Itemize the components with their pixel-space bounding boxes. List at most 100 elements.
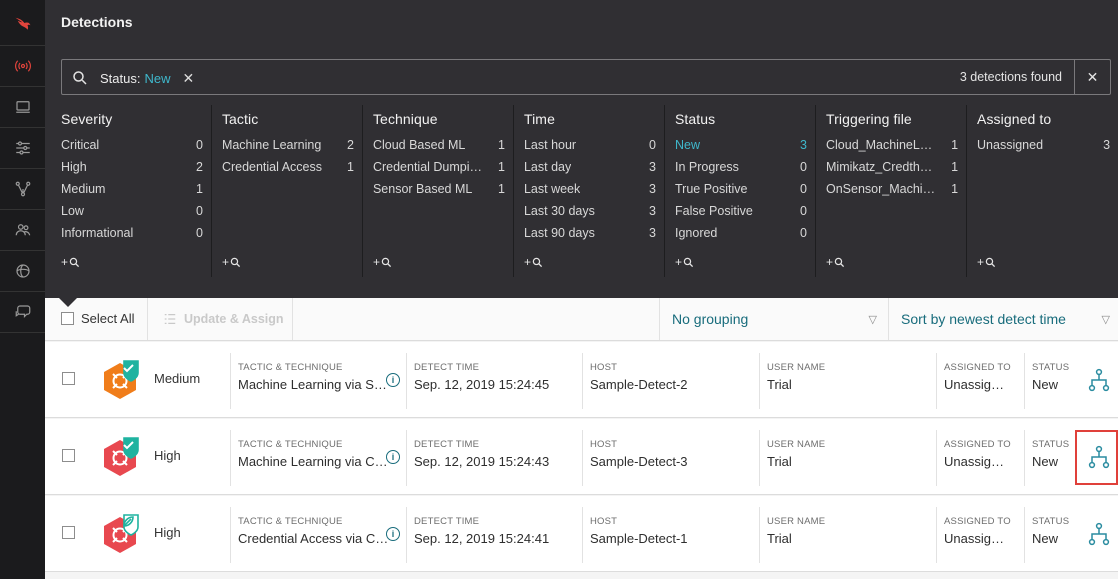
activity-nav-item[interactable] — [0, 46, 45, 87]
falcon-logo-icon — [15, 17, 30, 30]
facet-title: Technique — [372, 111, 438, 127]
facet-option[interactable]: Last hour 0 — [524, 138, 656, 160]
status-cell: STATUS New — [1024, 507, 1076, 563]
detect-time-cell: DETECT TIME Sep. 12, 2019 15:24:41 — [406, 507, 582, 563]
facet-option[interactable]: High 2 — [61, 160, 203, 182]
remove-filter-icon[interactable]: ✕ — [182, 70, 195, 86]
facet-option[interactable]: In Progress 0 — [675, 160, 807, 182]
facet-option[interactable]: Unassigned 3 — [977, 138, 1110, 160]
support-nav-item[interactable] — [0, 292, 45, 333]
add-facet-search-button[interactable]: + — [373, 255, 392, 269]
facet-title: Triggering file — [826, 111, 912, 127]
detection-row[interactable]: High TACTIC & TECHNIQUE Machine Learning… — [45, 419, 1118, 495]
process-tree-icon[interactable] — [1087, 522, 1111, 546]
detection-row[interactable]: Medium TACTIC & TECHNIQUE Machine Learni… — [45, 342, 1118, 418]
falcon-logo[interactable] — [0, 0, 45, 46]
facet-option[interactable]: Cloud Based ML 1 — [373, 138, 505, 160]
detections-filter-panel: Detections Status: New ✕ 3 detections fo… — [45, 0, 1118, 298]
column-label: ASSIGNED TO — [944, 439, 1011, 450]
users-nav-item[interactable] — [0, 210, 45, 251]
facet-option[interactable]: Medium 1 — [61, 182, 203, 204]
grouping-select[interactable]: No grouping ▽ — [659, 298, 889, 340]
facet-option[interactable]: True Positive 0 — [675, 182, 807, 204]
facet-option-label: Last 90 days — [523, 226, 595, 240]
user-value: Trial — [767, 531, 792, 546]
facet-option[interactable]: Last 30 days 3 — [524, 204, 656, 226]
facet-option-label: Machine Learning — [221, 138, 322, 152]
search-icon — [532, 257, 543, 267]
add-facet-search-button[interactable]: + — [61, 255, 80, 269]
search-bar[interactable]: Status: New ✕ 3 detections found ✕ — [61, 59, 1111, 95]
facet-option-count: 2 — [195, 160, 203, 174]
column-label: HOST — [590, 362, 618, 373]
update-assign-button[interactable]: Update & Assign — [163, 312, 284, 326]
facet-title: Time — [523, 111, 555, 127]
severity-badge — [102, 434, 142, 480]
add-facet-search-button[interactable]: + — [977, 255, 996, 269]
add-facet-search-button[interactable]: + — [222, 255, 241, 269]
facet-option[interactable]: False Positive 0 — [675, 204, 807, 226]
clear-search-button[interactable]: ✕ — [1074, 60, 1110, 94]
facet-option[interactable]: New 3 — [675, 138, 807, 160]
facet-option-label: Credential Access — [221, 160, 322, 174]
row-checkbox[interactable] — [62, 449, 75, 462]
facet-option[interactable]: Last week 3 — [524, 182, 656, 204]
facet-option[interactable]: OnSensor_Machi… 1 — [826, 182, 958, 204]
assigned-cell: ASSIGNED TO Unassig… — [936, 430, 1024, 486]
info-icon[interactable]: i — [386, 373, 400, 387]
facet-option-label: New — [674, 138, 700, 152]
plus-label: + — [221, 255, 229, 269]
facet-option[interactable]: Mimikatz_Credth… 1 — [826, 160, 958, 182]
facet-option-label: True Positive — [674, 182, 748, 196]
radio-wave-icon — [14, 60, 31, 72]
facet-option[interactable]: Ignored 0 — [675, 226, 807, 248]
intel-nav-item[interactable] — [0, 251, 45, 292]
toolbar-divider — [147, 298, 148, 340]
hosts-nav-item[interactable] — [0, 87, 45, 128]
facet-option[interactable]: Cloud_MachineL… 1 — [826, 138, 958, 160]
config-nav-item[interactable] — [0, 128, 45, 169]
facet-option[interactable]: Low 0 — [61, 204, 203, 226]
filter-key: Status: — [100, 71, 141, 86]
page-title: Detections — [61, 14, 133, 30]
facet-technique: Technique Cloud Based ML 1 Credential Du… — [363, 105, 514, 277]
tactic-cell: TACTIC & TECHNIQUE Credential Access via… — [230, 507, 406, 563]
select-all-checkbox[interactable] — [61, 312, 74, 325]
select-all-control[interactable]: Select All — [61, 311, 134, 326]
host-value: Sample-Detect-1 — [590, 531, 688, 546]
facet-option-label: Last 30 days — [523, 204, 595, 218]
add-facet-search-button[interactable]: + — [524, 255, 543, 269]
facet-status: Status New 3 In Progress 0 True Positive… — [665, 105, 816, 277]
status-filter-chip[interactable]: Status: New ✕ — [100, 70, 194, 87]
investigate-nav-item[interactable] — [0, 169, 45, 210]
add-facet-search-button[interactable]: + — [675, 255, 694, 269]
info-icon[interactable]: i — [386, 450, 400, 464]
facet-option[interactable]: Last 90 days 3 — [524, 226, 656, 248]
facet-option[interactable]: Credential Dumpi… 1 — [373, 160, 505, 182]
column-label: TACTIC & TECHNIQUE — [238, 439, 343, 450]
facet-severity: Severity Critical 0 High 2 Medium 1 Low … — [61, 105, 212, 277]
facet-option[interactable]: Critical 0 — [61, 138, 203, 160]
row-checkbox[interactable] — [62, 526, 75, 539]
select-all-label: Select All — [81, 311, 135, 326]
facet-option[interactable]: Credential Access 1 — [222, 160, 354, 182]
tactic-value: Machine Learning via C… — [238, 454, 388, 469]
severity-hex-icon — [104, 437, 139, 476]
facet-option-count: 3 — [1103, 138, 1111, 152]
facet-option-count: 1 — [951, 160, 959, 174]
facet-option[interactable]: Informational 0 — [61, 226, 203, 248]
process-tree-icon[interactable] — [1087, 368, 1111, 392]
facet-option[interactable]: Sensor Based ML 1 — [373, 182, 505, 204]
facet-option-label: Ignored — [674, 226, 718, 240]
process-tree-icon[interactable] — [1087, 445, 1111, 469]
status-cell: STATUS New — [1024, 353, 1076, 409]
row-checkbox[interactable] — [62, 372, 75, 385]
facet-title: Status — [674, 111, 716, 127]
detection-row[interactable]: High TACTIC & TECHNIQUE Credential Acces… — [45, 496, 1118, 572]
facet-option[interactable]: Last day 3 — [524, 160, 656, 182]
add-facet-search-button[interactable]: + — [826, 255, 845, 269]
facet-option[interactable]: Machine Learning 2 — [222, 138, 354, 160]
sort-select[interactable]: Sort by newest detect time ▽ — [888, 298, 1118, 340]
info-icon[interactable]: i — [386, 527, 400, 541]
assigned-value: Unassig… — [944, 531, 1004, 546]
